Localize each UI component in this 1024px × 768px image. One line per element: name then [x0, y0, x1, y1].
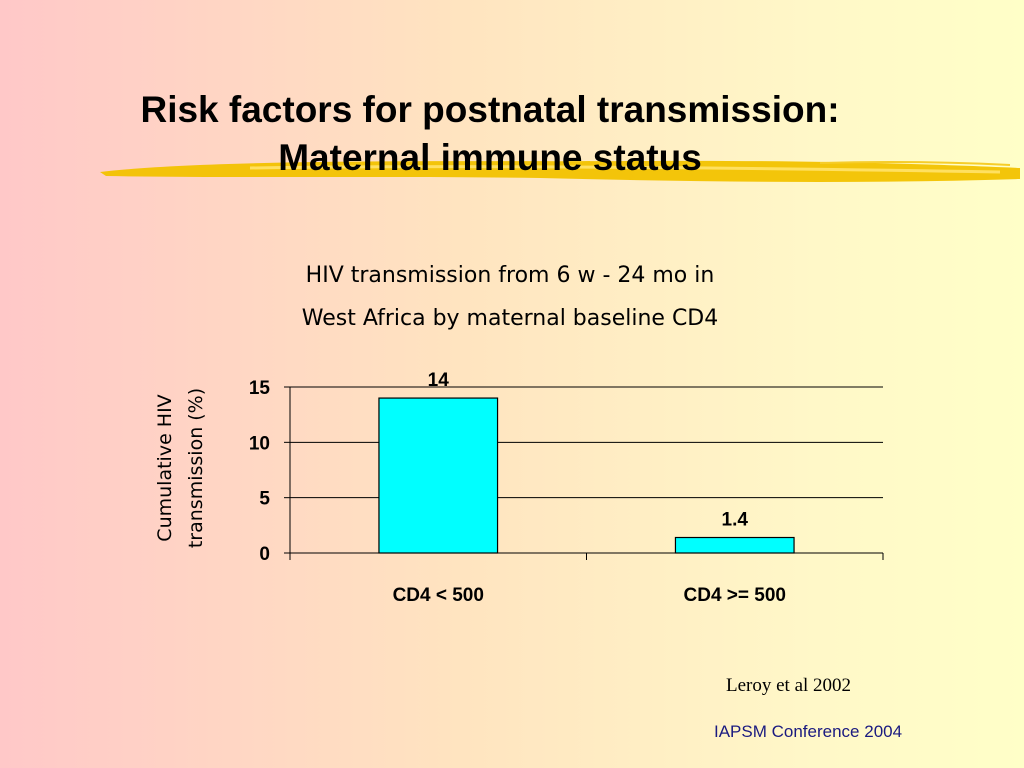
y-axis-label-line-1: Cumulative HIV [154, 394, 176, 541]
chart-title-line-2: West Africa by maternal baseline CD4 [301, 306, 719, 331]
bar [674, 536, 795, 554]
conference-footer: IAPSM Conference 2004 [714, 722, 903, 741]
bar [378, 397, 499, 554]
slide-title-line-2: Maternal immune status [278, 137, 702, 178]
y-axis-label-line-2: transmission (%) [185, 388, 207, 548]
x-category-label: CD4 < 500 [393, 585, 484, 606]
data-label: 1.4 [722, 510, 749, 531]
y-tick-label: 5 [259, 489, 270, 510]
source-citation: Leroy et al 2002 [726, 675, 852, 696]
slide-title-line-1: Risk factors for postnatal transmission: [140, 89, 840, 130]
y-tick-label: 0 [259, 544, 270, 565]
plot-area: 0 5 10 15 14 CD4 < 500 1.4 CD4 >= 500 [249, 370, 884, 606]
y-tick-label: 10 [249, 433, 270, 454]
x-category-label: CD4 >= 500 [684, 585, 786, 606]
data-label: 14 [428, 370, 450, 391]
slide-title: Risk factors for postnatal transmission:… [0, 86, 980, 182]
chart-title: HIV transmission from 6 w - 24 mo in Wes… [200, 254, 820, 340]
chart-title-line-1: HIV transmission from 6 w - 24 mo in [305, 263, 715, 288]
y-tick-label: 15 [249, 378, 271, 399]
title-highlight-stroke [100, 160, 1020, 182]
bar-chart: Cumulative HIV transmission (%) 0 5 10 15 14… [154, 370, 884, 606]
